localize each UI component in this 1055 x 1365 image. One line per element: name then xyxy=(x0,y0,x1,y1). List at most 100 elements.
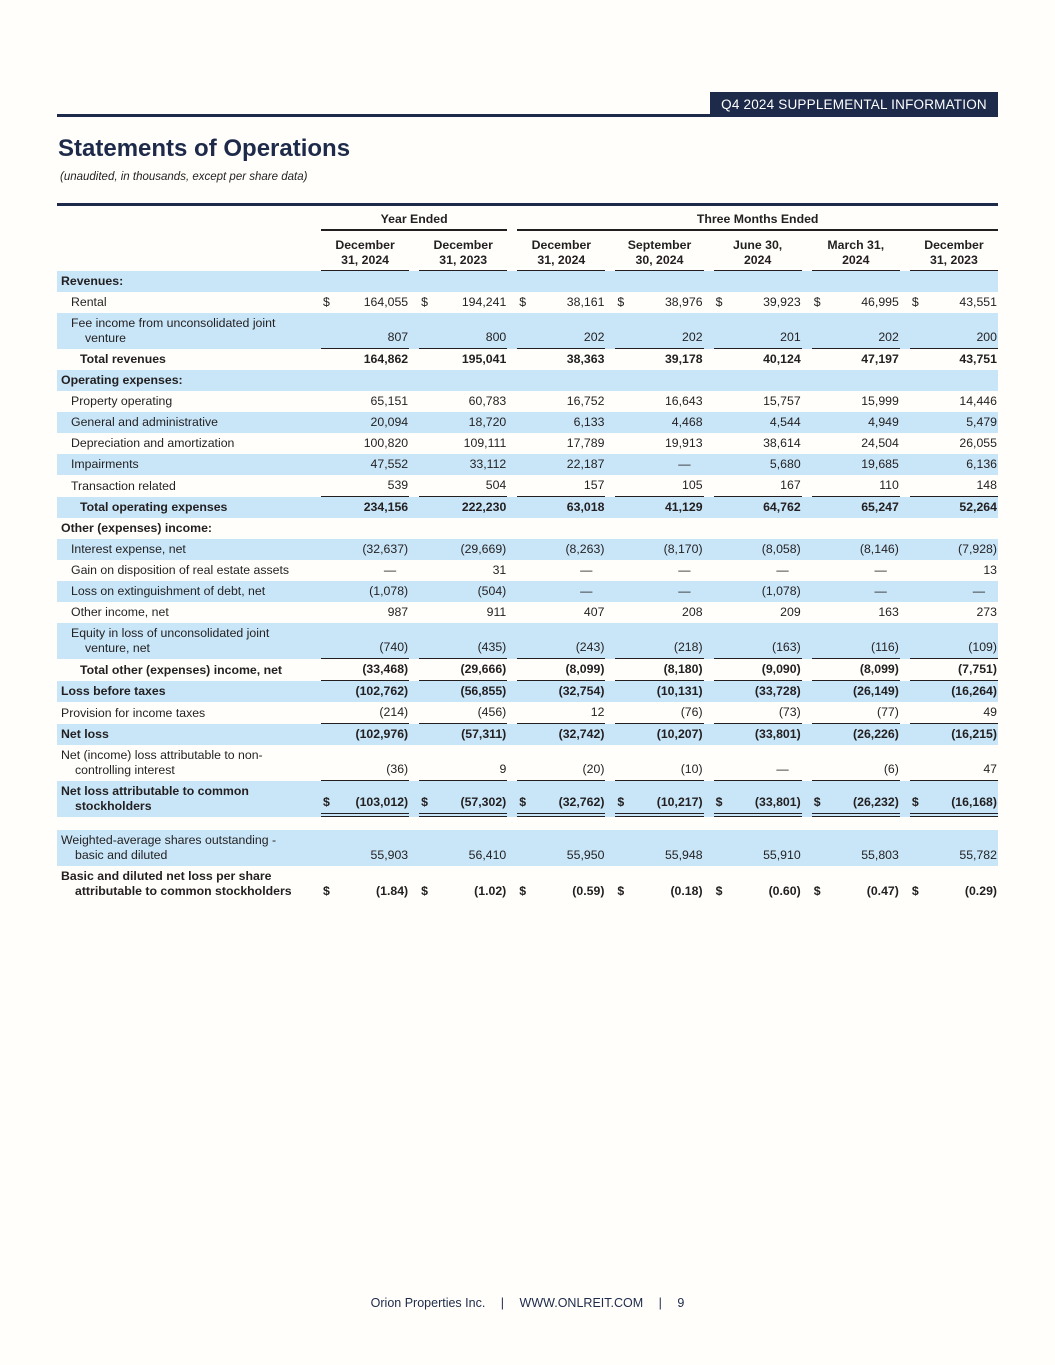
value-cell: — xyxy=(311,560,409,581)
value-cellbox: $39,923 xyxy=(714,292,802,313)
value-cellbox: 201 xyxy=(713,327,802,349)
cell-value: 200 xyxy=(976,330,997,344)
cell-value: (6) xyxy=(883,762,899,776)
cell-value: — xyxy=(972,584,985,598)
supplemental-banner: Q4 2024 SUPPLEMENTAL INFORMATION xyxy=(710,92,998,117)
column-group-label: Year Ended xyxy=(321,212,508,231)
cell-value: 407 xyxy=(583,605,605,619)
cell-value: 47,197 xyxy=(861,352,899,366)
value-cellbox: (163) xyxy=(713,637,802,659)
value-cell: — xyxy=(802,581,900,602)
row-label: Gain on disposition of real estate asset… xyxy=(71,563,290,577)
value-cell: 109,111 xyxy=(409,433,507,454)
value-cell: 6,133 xyxy=(507,412,605,433)
cell-value: 40,124 xyxy=(763,352,801,366)
value-cellbox: (32,637) xyxy=(321,539,409,560)
row-label-cell: Gain on disposition of real estate asset… xyxy=(57,560,311,581)
value-cellbox: (8,180) xyxy=(615,659,704,681)
value-cellbox: 13 xyxy=(910,560,998,581)
value-cellbox: 987 xyxy=(321,602,409,623)
value-cellbox: (8,146) xyxy=(812,539,900,560)
value-cell: $ (0.59) xyxy=(507,866,605,902)
value-cell: 15,757 xyxy=(704,391,802,412)
value-cell: $ (1.84) xyxy=(311,866,409,902)
cell-value: 14,446 xyxy=(959,394,997,408)
cell-value: 17,789 xyxy=(566,436,605,450)
value-cellbox: 26,055 xyxy=(910,433,998,454)
value-cell: (102,762) xyxy=(311,681,409,702)
cell-value: (33,468) xyxy=(362,662,409,676)
table-row: Provision for income taxes (214) (456) 12 (7… xyxy=(57,702,998,724)
value-cell: $38,161 xyxy=(507,292,605,313)
cell-value: (16,168) xyxy=(951,795,997,809)
value-cell: 16,643 xyxy=(605,391,703,412)
cell-value: — xyxy=(678,584,691,598)
value-cellbox: 9 xyxy=(419,759,508,781)
value-cell xyxy=(605,370,703,391)
value-cell: 5,479 xyxy=(900,412,998,433)
value-cell: (32,637) xyxy=(311,539,409,560)
value-cell: 55,948 xyxy=(605,830,703,866)
cell-value: 16,752 xyxy=(566,394,605,408)
value-cellbox: — xyxy=(714,560,802,581)
value-cell: 19,685 xyxy=(802,454,900,475)
value-cellbox: 55,782 xyxy=(910,845,998,866)
cell-value: 20,094 xyxy=(370,415,409,429)
cell-value: (102,762) xyxy=(355,684,409,698)
header-blank-cell xyxy=(57,212,311,231)
value-cellbox: 33,112 xyxy=(419,454,507,475)
dollar-sign: $ xyxy=(715,795,723,809)
cell-value: 60,783 xyxy=(468,394,507,408)
column-group-label: Three Months Ended xyxy=(517,212,998,231)
cell-value: 13 xyxy=(983,563,997,577)
cell-value: 167 xyxy=(780,478,801,492)
cell-value: — xyxy=(776,762,789,776)
value-cell: 65,151 xyxy=(311,391,409,412)
value-cellbox: (33,801) xyxy=(714,724,802,745)
value-cellbox: 18,720 xyxy=(419,412,507,433)
cell-value: (26,232) xyxy=(853,795,899,809)
value-cell: (33,728) xyxy=(704,681,802,702)
value-cell: (504) xyxy=(409,581,507,602)
value-cell: 47 xyxy=(900,745,998,781)
cell-value: (29,669) xyxy=(460,542,507,556)
cell-value: 38,363 xyxy=(566,352,605,366)
cell-value: 39,923 xyxy=(763,295,801,309)
value-cellbox: 15,999 xyxy=(812,391,900,412)
cell-value: — xyxy=(776,563,789,577)
value-cell: 40,124 xyxy=(704,349,802,370)
row-label-cell: Equity in loss of unconsolidated joint ve… xyxy=(57,623,311,659)
row-label-cell: Property operating xyxy=(57,391,311,412)
cell-value: 164,862 xyxy=(363,352,409,366)
row-label: Interest expense, net xyxy=(71,542,186,556)
value-cell: 6,136 xyxy=(900,454,998,475)
value-cellbox: 55,803 xyxy=(812,845,900,866)
table-row: Net loss attributable to common stockhold… xyxy=(57,781,998,817)
table-row: Basic and diluted net loss per share attr… xyxy=(57,866,998,902)
value-cellbox: $ (16,168) xyxy=(909,792,998,817)
cell-value: — xyxy=(874,563,887,577)
row-label-cell: Loss before taxes xyxy=(57,681,311,702)
dollar-sign: $ xyxy=(617,795,625,809)
value-cell: — xyxy=(605,581,703,602)
row-label: Rental xyxy=(71,295,107,309)
value-cellbox: 12 xyxy=(517,702,606,724)
value-cell: 164,862 xyxy=(311,349,409,370)
row-label-cell: General and administrative xyxy=(57,412,311,433)
value-cellbox: (102,976) xyxy=(321,724,409,745)
value-cell: — xyxy=(704,560,802,581)
value-cellbox: 911 xyxy=(419,602,507,623)
cell-value: 55,950 xyxy=(566,848,605,862)
header-rule xyxy=(57,114,710,117)
value-cellbox: 47,552 xyxy=(321,454,409,475)
cell-value: (33,728) xyxy=(754,684,801,698)
value-cell xyxy=(409,271,507,292)
value-cellbox: 105 xyxy=(615,475,704,497)
value-cellbox: 14,446 xyxy=(910,391,998,412)
cell-value: 55,803 xyxy=(861,848,899,862)
column-header-line1: December xyxy=(924,238,984,252)
value-cellbox: 38,614 xyxy=(714,433,802,454)
value-cellbox: 4,544 xyxy=(714,412,802,433)
cell-value: 33,112 xyxy=(469,457,507,471)
value-cellbox: (32,742) xyxy=(517,724,605,745)
